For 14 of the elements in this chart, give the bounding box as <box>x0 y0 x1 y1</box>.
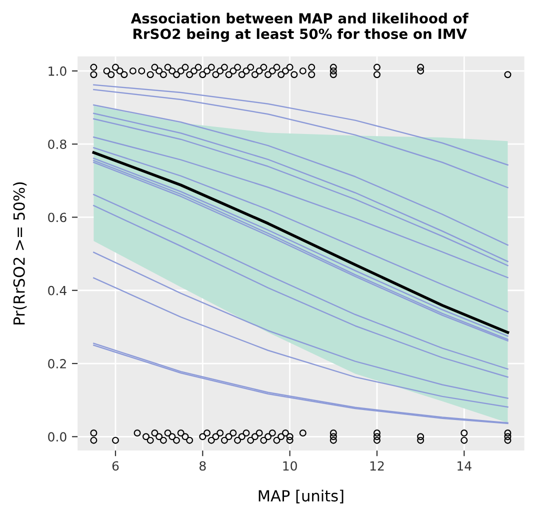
x-axis-title: MAP [units] <box>258 490 344 504</box>
x-tick-label: 10 <box>283 461 297 471</box>
chart-title: Association between MAP and likelihood of RrSO2 being at least 50% for those on IMV <box>130 12 468 42</box>
y-tick-label: 0.0 <box>48 432 66 442</box>
x-tick-label: 14 <box>458 461 472 470</box>
x-tick-label: 8 <box>200 461 206 471</box>
y-axis-title: Pr(RrSO2 >= 50%) <box>13 182 27 324</box>
x-tick-label: 6 <box>112 461 119 471</box>
y-tick-label: 0.2 <box>48 358 66 368</box>
x-tick-label: 12 <box>370 461 384 470</box>
y-tick-label: 0.8 <box>48 140 66 150</box>
y-tick-label: 0.6 <box>48 212 66 222</box>
y-tick-label: 1.0 <box>48 66 66 76</box>
y-tick-label: 0.4 <box>48 286 66 296</box>
